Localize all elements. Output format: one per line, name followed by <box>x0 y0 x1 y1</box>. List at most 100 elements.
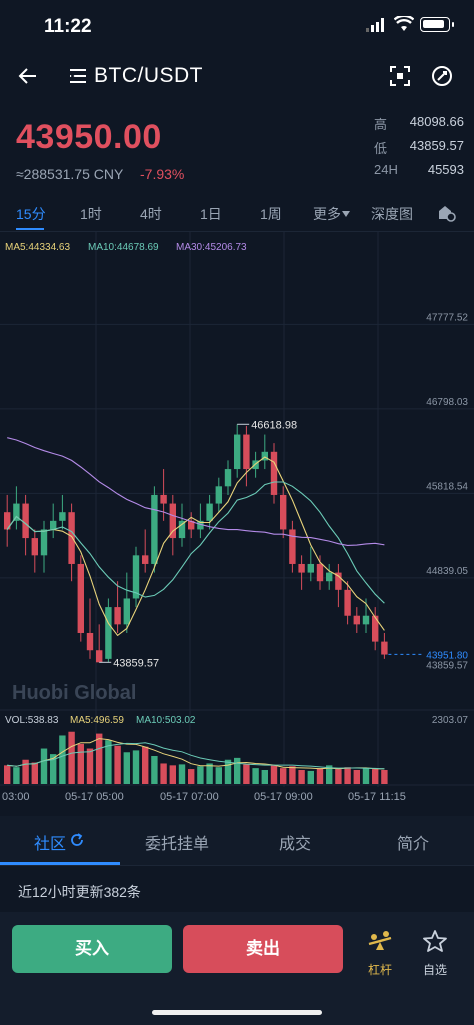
volume-bar <box>68 731 75 784</box>
candle <box>206 494 213 530</box>
wifi-icon <box>394 16 414 31</box>
tab-trades[interactable]: 成交 <box>279 836 312 853</box>
tab-15m[interactable]: 15分 <box>16 206 46 222</box>
refresh-icon[interactable] <box>70 833 84 847</box>
volume-bar <box>307 770 314 784</box>
candle-body <box>243 434 250 470</box>
candle <box>142 529 149 573</box>
volume-bar <box>252 768 259 784</box>
volume-label: 24H <box>374 162 398 177</box>
vol-max-label: 2303.07 <box>432 715 469 726</box>
chart-settings-icon[interactable] <box>437 203 457 223</box>
volume-bar <box>381 770 388 784</box>
candle-body <box>114 607 121 625</box>
vol-label: VOL:538.83 <box>5 715 59 726</box>
fullscreen-icon[interactable] <box>388 64 412 88</box>
candle-body <box>40 529 48 556</box>
indicator-settings-icon[interactable] <box>430 64 454 88</box>
candle-body <box>197 520 204 530</box>
candle <box>123 572 130 633</box>
candle <box>215 477 222 513</box>
back-arrow-icon[interactable] <box>16 64 40 88</box>
volume-bar <box>215 767 222 784</box>
tab-4h[interactable]: 4时 <box>140 206 162 222</box>
current-price-tag: 43951.80 <box>426 650 468 661</box>
time-tick-label: 05-17 09:00 <box>254 791 313 803</box>
volume-bar <box>86 748 94 784</box>
vol-ma5-line <box>7 738 385 770</box>
volume-bar <box>270 765 278 784</box>
tab-1d[interactable]: 1日 <box>200 206 222 222</box>
tab-1w[interactable]: 1周 <box>260 206 282 222</box>
ma30-line <box>7 437 385 546</box>
candle-body <box>298 563 305 573</box>
low-price-tag: 43859.57 <box>426 660 468 671</box>
info-tabs: 社区 委托挂单 成交 简介 <box>0 816 474 866</box>
tab-intro[interactable]: 简介 <box>397 836 430 853</box>
candle-body <box>215 486 222 504</box>
volume-bar <box>261 770 268 784</box>
candle-body <box>86 632 94 651</box>
volume-bar <box>4 765 11 784</box>
star-icon <box>423 930 447 952</box>
tab-orders[interactable]: 委托挂单 <box>145 836 210 853</box>
candle <box>22 494 29 556</box>
price-tick-label: 46798.03 <box>426 397 468 408</box>
high-value: 48098.66 <box>409 114 464 129</box>
volume-bar <box>335 769 342 784</box>
leverage-button[interactable]: 杠杆 <box>360 930 400 978</box>
tab-more[interactable]: 更多 <box>313 206 341 222</box>
ma10-label: MA10:44678.69 <box>88 242 159 253</box>
volume-bar <box>289 766 296 784</box>
candle-body <box>160 494 167 504</box>
time-tick-label: 05-17 07:00 <box>160 791 219 803</box>
candle <box>86 598 94 659</box>
volume-bar <box>77 743 84 784</box>
vol-ma10-label: MA10:503.02 <box>136 715 196 726</box>
candle <box>4 494 11 547</box>
favorite-button[interactable]: 自选 <box>415 930 455 978</box>
interval-tabs: 15分 1时 4时 1日 1周 更多 深度图 <box>0 198 474 232</box>
pair-menu-icon[interactable] <box>68 67 88 85</box>
volume-bar <box>326 765 333 784</box>
candle-body <box>77 563 84 633</box>
ma10-line <box>6 481 385 604</box>
candle-body <box>224 469 232 487</box>
active-subtab-indicator <box>0 862 120 865</box>
candle <box>372 607 379 651</box>
volume-bar <box>123 752 130 784</box>
pair-title[interactable]: BTC/USDT <box>94 64 203 87</box>
candle <box>169 494 176 556</box>
candle-body <box>96 650 103 663</box>
volume-bar <box>160 763 167 784</box>
candle <box>307 546 314 582</box>
candle-body <box>234 434 241 470</box>
candle <box>289 520 296 573</box>
volume-bar <box>188 769 195 784</box>
candle-body <box>188 520 195 530</box>
tab-1h[interactable]: 1时 <box>80 206 102 222</box>
candle <box>40 520 48 573</box>
candle <box>381 632 388 659</box>
tab-community[interactable]: 社区 <box>34 836 67 853</box>
buy-button[interactable]: 买入 <box>12 925 172 973</box>
candle-body <box>169 503 176 539</box>
candle-body <box>178 520 186 539</box>
active-tab-indicator <box>16 228 44 230</box>
price-tick-label: 45818.54 <box>426 481 468 492</box>
candle-body <box>50 520 57 530</box>
volume-bar <box>22 759 29 784</box>
volume-bar <box>280 768 287 784</box>
sell-button[interactable]: 卖出 <box>183 925 343 973</box>
tab-depth[interactable]: 深度图 <box>371 206 413 222</box>
candle-body <box>280 494 287 530</box>
high-marker-label: 46618.98 <box>251 419 297 431</box>
candle <box>197 503 204 539</box>
candle <box>13 486 20 530</box>
candle <box>353 607 360 633</box>
ma5-line <box>6 456 385 637</box>
candle-body <box>132 555 140 599</box>
volume-bar <box>243 764 250 784</box>
candle <box>96 624 103 663</box>
